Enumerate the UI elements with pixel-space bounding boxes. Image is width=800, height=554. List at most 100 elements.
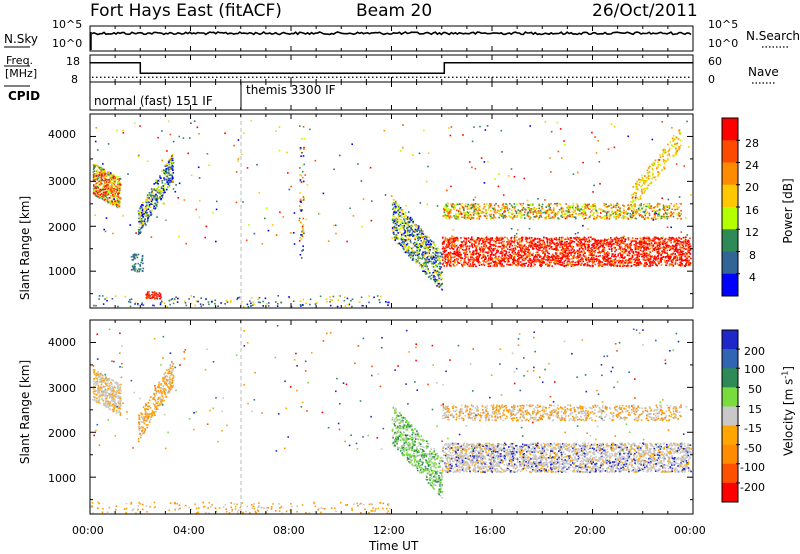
power-cell bbox=[560, 251, 562, 254]
power-cell bbox=[547, 257, 550, 260]
power-cell bbox=[421, 253, 423, 255]
power-cell bbox=[589, 205, 592, 208]
power-cell bbox=[405, 251, 408, 253]
power-cell bbox=[465, 240, 468, 243]
power-cell bbox=[150, 195, 152, 198]
power-cell bbox=[593, 244, 596, 247]
power-cell bbox=[452, 239, 455, 241]
power-cell bbox=[408, 231, 411, 233]
power-cell bbox=[164, 183, 167, 185]
power-cell bbox=[663, 251, 666, 254]
power-cell bbox=[603, 252, 606, 254]
power-cell bbox=[563, 242, 565, 244]
power-cell bbox=[675, 247, 677, 249]
power-cell bbox=[412, 259, 415, 262]
power-cell bbox=[622, 263, 625, 265]
power-cell bbox=[557, 212, 559, 215]
power-cell bbox=[680, 243, 682, 245]
power-cell bbox=[483, 238, 486, 241]
power-cell bbox=[617, 261, 620, 264]
power-cell bbox=[519, 261, 521, 263]
power-cell bbox=[658, 261, 661, 263]
power-cell bbox=[615, 240, 618, 243]
power-cell bbox=[432, 278, 435, 281]
power-cell bbox=[465, 212, 467, 214]
power-cell bbox=[97, 187, 99, 189]
power-cell bbox=[498, 239, 500, 241]
power-cell bbox=[107, 193, 110, 195]
power-cell bbox=[518, 258, 520, 260]
power-cell bbox=[638, 255, 640, 257]
power-cell bbox=[429, 257, 432, 259]
power-cell bbox=[658, 251, 661, 253]
power-cell bbox=[521, 237, 523, 240]
power-cell bbox=[607, 262, 609, 265]
power-cell bbox=[555, 253, 557, 256]
power-cell bbox=[522, 206, 525, 209]
power-cell bbox=[402, 247, 404, 249]
power-cell bbox=[113, 194, 116, 196]
power-cell bbox=[482, 256, 485, 258]
power-cell bbox=[143, 210, 146, 212]
power-cell bbox=[528, 243, 531, 246]
power-cell bbox=[409, 216, 412, 219]
power-cell bbox=[678, 257, 681, 260]
power-cell bbox=[666, 244, 668, 246]
power-cell bbox=[108, 201, 111, 204]
power-cell bbox=[108, 179, 110, 181]
velocity-ytick-1000: 1000 bbox=[48, 472, 76, 485]
power-cell bbox=[444, 209, 446, 211]
power-cell bbox=[148, 204, 151, 206]
power-cell bbox=[534, 210, 537, 213]
power-cell bbox=[634, 214, 636, 216]
power-cell bbox=[424, 243, 427, 245]
power-cell bbox=[580, 213, 582, 216]
power-cell bbox=[661, 216, 663, 219]
power-cell bbox=[477, 211, 479, 213]
power-cell bbox=[689, 264, 691, 266]
power-cell bbox=[474, 259, 476, 261]
power-cell bbox=[146, 297, 148, 300]
power-cell bbox=[436, 265, 438, 268]
power-cell bbox=[396, 224, 398, 227]
power-cell bbox=[480, 264, 483, 266]
power-cell bbox=[469, 253, 472, 256]
power-cell bbox=[395, 218, 398, 221]
power-cell bbox=[143, 213, 145, 215]
power-cell bbox=[403, 241, 405, 244]
power-cell bbox=[631, 254, 634, 257]
power-cell bbox=[485, 217, 488, 219]
power-cell bbox=[418, 236, 420, 238]
power-cell bbox=[590, 249, 593, 251]
power-cell bbox=[478, 215, 480, 218]
power-cell bbox=[147, 292, 150, 295]
power-cell bbox=[550, 202, 552, 205]
power-cell bbox=[99, 173, 102, 175]
power-cell bbox=[564, 238, 566, 241]
power-cell bbox=[447, 239, 450, 241]
power-cell bbox=[463, 209, 465, 212]
power-cell bbox=[418, 245, 421, 248]
power-cell bbox=[567, 251, 569, 254]
power-cell bbox=[648, 237, 651, 240]
power-cell bbox=[432, 247, 435, 249]
power-cell bbox=[628, 244, 631, 247]
power-cell bbox=[500, 252, 503, 254]
power-cell bbox=[642, 238, 644, 241]
power-cell bbox=[449, 253, 452, 255]
power-cell bbox=[609, 241, 611, 243]
power-cell bbox=[513, 253, 516, 255]
power-cell bbox=[609, 214, 612, 217]
power-cell bbox=[667, 244, 670, 247]
power-cell bbox=[446, 245, 448, 247]
power-cell bbox=[535, 261, 537, 263]
power-cell bbox=[564, 254, 567, 256]
power-cell bbox=[672, 244, 674, 247]
power-cell bbox=[440, 262, 442, 265]
power-cell bbox=[419, 237, 422, 239]
power-cell bbox=[154, 189, 156, 192]
power-cell bbox=[494, 217, 497, 219]
power-cell bbox=[497, 258, 499, 261]
power-cell bbox=[453, 256, 455, 259]
power-cell bbox=[502, 265, 505, 268]
